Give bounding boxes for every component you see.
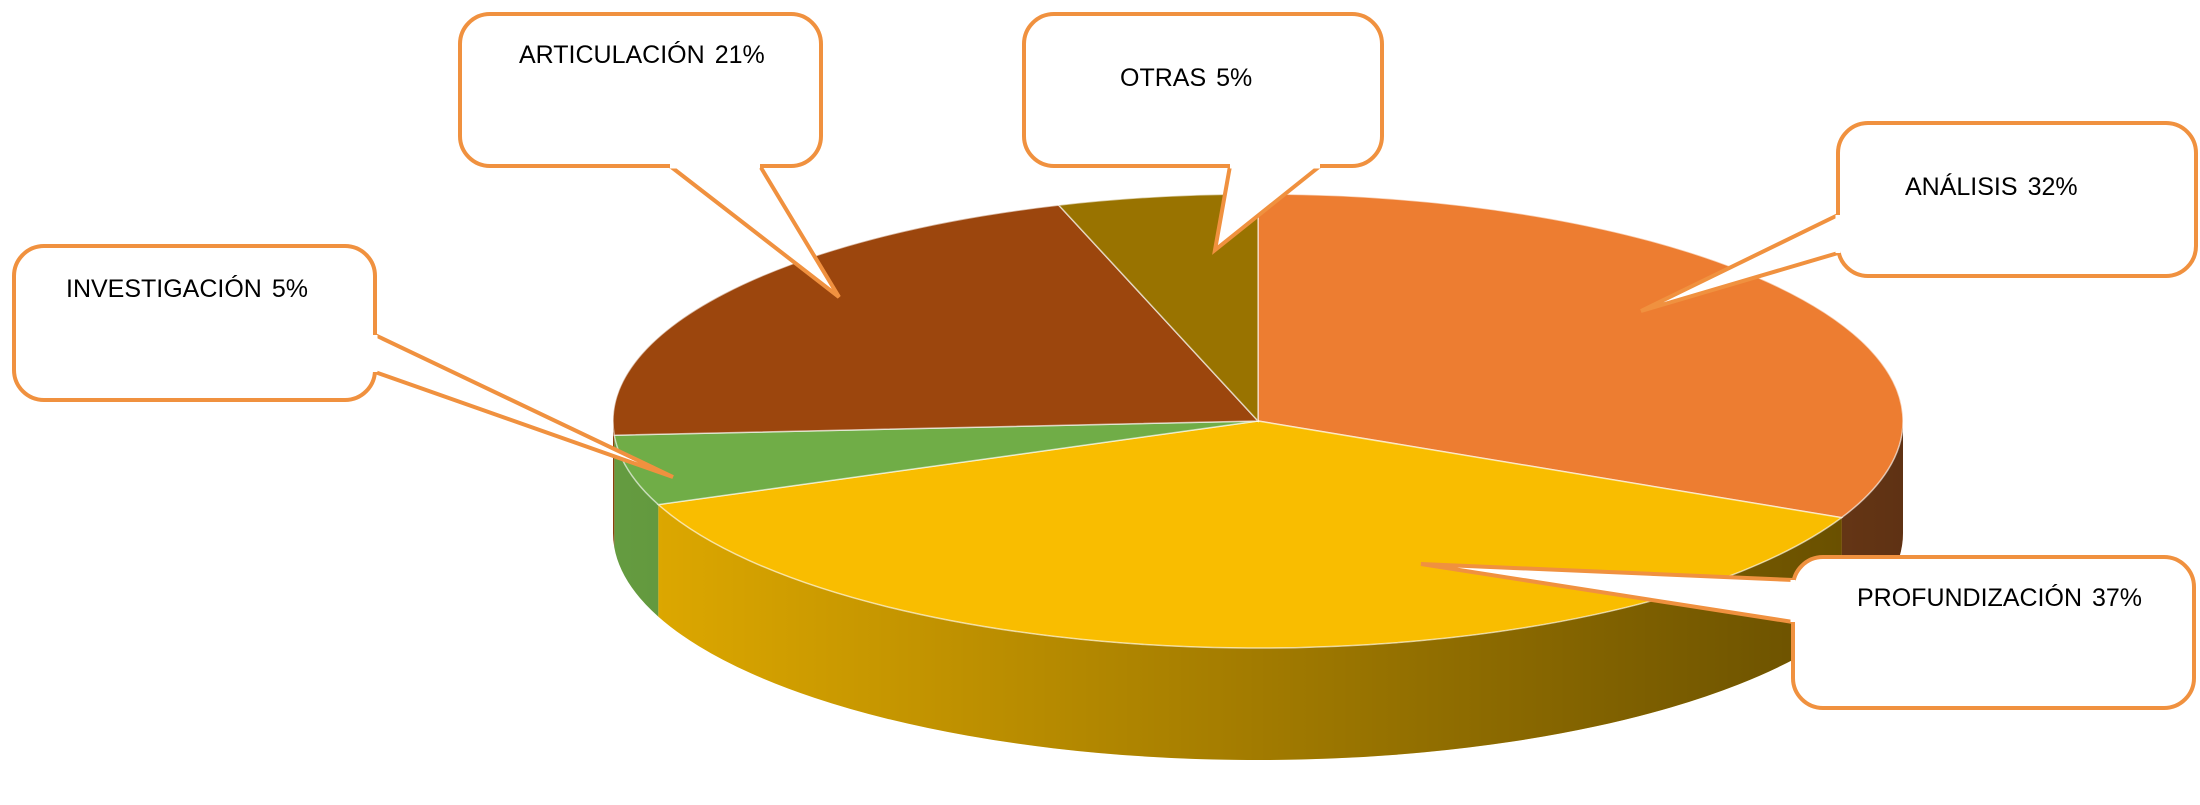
callout-box: [1791, 555, 2196, 710]
slice-side-shade: [614, 435, 659, 617]
category-label: INVESTIGACIÓN: [66, 274, 262, 303]
value-label: 5%: [272, 275, 308, 303]
slice: [612, 204, 1260, 437]
value-label: 21%: [715, 41, 765, 69]
data-label: ANÁLISIS 32%: [1905, 172, 2078, 201]
callout-pointer: [664, 164, 841, 299]
category-label: ARTICULACIÓN: [519, 40, 705, 69]
data-label: OTRAS 5%: [1120, 64, 1252, 92]
callout-box: [458, 12, 823, 168]
callout: PROFUNDIZACIÓN 37%: [1420, 555, 2196, 710]
callout: INVESTIGACIÓN 5%: [12, 244, 674, 479]
category-label: PROFUNDIZACIÓN: [1857, 583, 2082, 612]
value-label: 37%: [2092, 584, 2142, 612]
slice-side-shade: [613, 421, 615, 548]
callout-box: [12, 244, 377, 402]
data-label: PROFUNDIZACIÓN 37%: [1857, 583, 2142, 612]
category-label: OTRAS: [1120, 64, 1206, 92]
category-label: ANÁLISIS: [1905, 172, 2018, 201]
slice-side-shade: [658, 504, 1842, 760]
data-label: ARTICULACIÓN 21%: [519, 40, 765, 69]
callout-box: [1022, 12, 1384, 168]
value-label: 5%: [1216, 64, 1252, 92]
data-label: INVESTIGACIÓN 5%: [66, 274, 308, 303]
callout: ARTICULACIÓN 21%: [458, 12, 841, 299]
callout: ANÁLISIS 32%: [1640, 121, 2198, 313]
slice: [613, 420, 1259, 506]
callout-box: [1836, 121, 2198, 278]
callout: OTRAS 5%: [1022, 12, 1384, 255]
value-label: 32%: [2028, 173, 2078, 201]
